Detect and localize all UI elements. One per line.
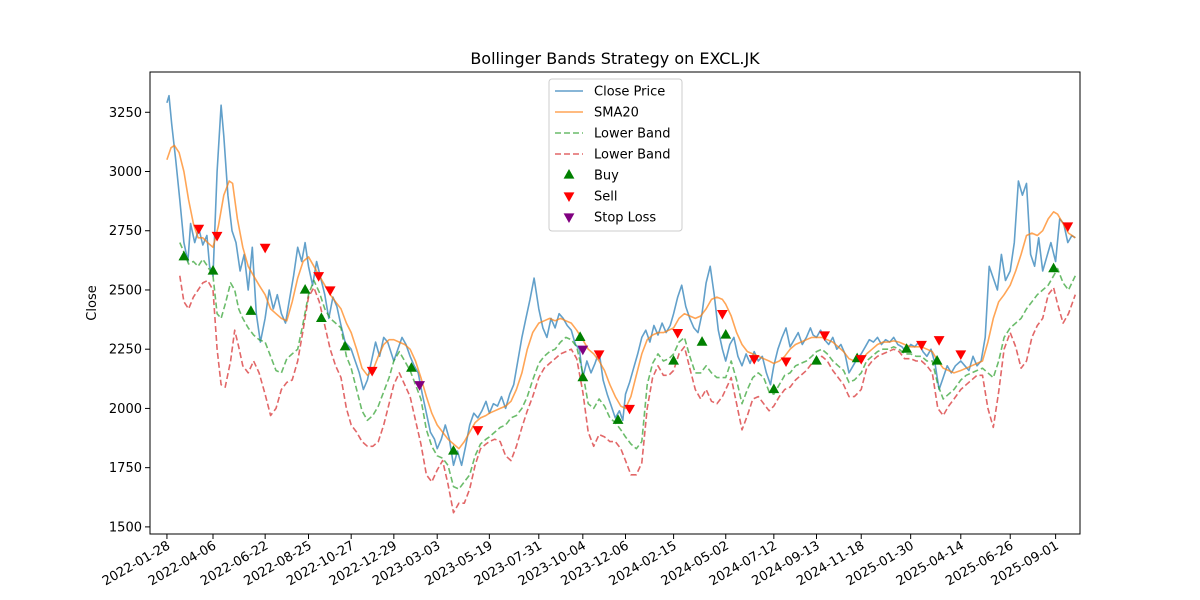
buy-marker [245, 305, 257, 315]
sell-marker [366, 366, 378, 377]
series-line-lower-band-3 [179, 275, 1077, 514]
legend-item-buy-4[interactable]: Buy [563, 169, 620, 184]
buy-marker [207, 265, 219, 275]
buy-marker [668, 355, 679, 365]
buy-marker [406, 362, 417, 372]
stop-loss-marker [577, 345, 589, 356]
buy-marker [811, 355, 822, 365]
sell-marker [672, 329, 684, 339]
legend-swatch [563, 192, 575, 202]
sell-marker [593, 350, 605, 360]
y-tick-label: 3000 [109, 165, 142, 180]
sell-marker [624, 404, 635, 415]
sell-marker [1062, 222, 1074, 232]
sell-marker [955, 350, 967, 360]
sell-marker [819, 331, 831, 341]
buy-marker [901, 343, 912, 353]
sell-marker [211, 231, 223, 242]
sell-marker [324, 286, 336, 296]
buy-marker [448, 445, 459, 455]
plot-area [166, 94, 1077, 514]
sell-marker [259, 243, 271, 254]
series-line-lower-band-2 [179, 242, 1077, 490]
legend-item-lower-band-2[interactable]: Lower Band [555, 127, 670, 142]
sell-marker [780, 357, 792, 368]
sell-marker [748, 355, 760, 365]
legend[interactable]: Close Price SMA20 Lower Band Lower Band Buy S… [548, 78, 683, 232]
y-tick-label: 2000 [109, 402, 142, 417]
sell-marker [916, 340, 927, 351]
y-tick-label: 2750 [109, 224, 142, 239]
legend-label: SMA20 [594, 106, 639, 121]
y-tick-label: 2250 [109, 343, 142, 358]
legend-label: Lower Band [594, 127, 670, 142]
sell-marker [716, 310, 728, 320]
y-tick-label: 2500 [109, 283, 142, 298]
buy-marker [931, 355, 943, 365]
legend-swatch [563, 169, 575, 179]
legend-box [548, 78, 683, 232]
plot-frame [149, 71, 1081, 535]
sell-marker [313, 272, 325, 282]
legend-item-stop-loss-6[interactable]: Stop Loss [563, 211, 657, 226]
y-tick-label: 1750 [109, 461, 142, 476]
sell-marker [193, 224, 205, 235]
y-tick-label: 3250 [109, 106, 142, 121]
legend-item-close-price-0[interactable]: Close Price [555, 85, 665, 100]
buy-marker [768, 383, 780, 394]
stop-loss-marker [414, 381, 425, 391]
sell-marker [855, 355, 867, 365]
buy-marker [574, 331, 586, 341]
y-tick-label: 1500 [109, 520, 142, 535]
legend-label: Buy [594, 169, 619, 184]
buy-marker [612, 414, 624, 424]
sell-marker [933, 336, 945, 346]
legend-item-sell-5[interactable]: Sell [563, 190, 618, 205]
buy-marker [696, 336, 708, 346]
buy-marker [577, 371, 589, 382]
legend-item-sma20-1[interactable]: SMA20 [555, 106, 639, 121]
buy-marker [1048, 262, 1059, 273]
legend-label: Sell [594, 190, 617, 205]
legend-label: Stop Loss [594, 211, 656, 226]
y-axis-label: Close [85, 285, 100, 320]
buy-marker [339, 340, 351, 351]
y-axis: 1500 1750 2000 2250 2500 2750 3000 3250 [109, 106, 150, 535]
buy-marker [315, 312, 327, 322]
sell-marker [472, 426, 484, 436]
buy-marker [178, 250, 190, 261]
buy-marker [720, 328, 732, 339]
legend-swatch [563, 213, 575, 223]
legend-item-lower-band-3[interactable]: Lower Band [555, 148, 670, 163]
buy-marker [299, 283, 311, 294]
chart-title: Bollinger Bands Strategy on EXCL.JK [470, 49, 760, 68]
legend-label: Lower Band [594, 148, 670, 163]
legend-label: Close Price [594, 85, 665, 100]
